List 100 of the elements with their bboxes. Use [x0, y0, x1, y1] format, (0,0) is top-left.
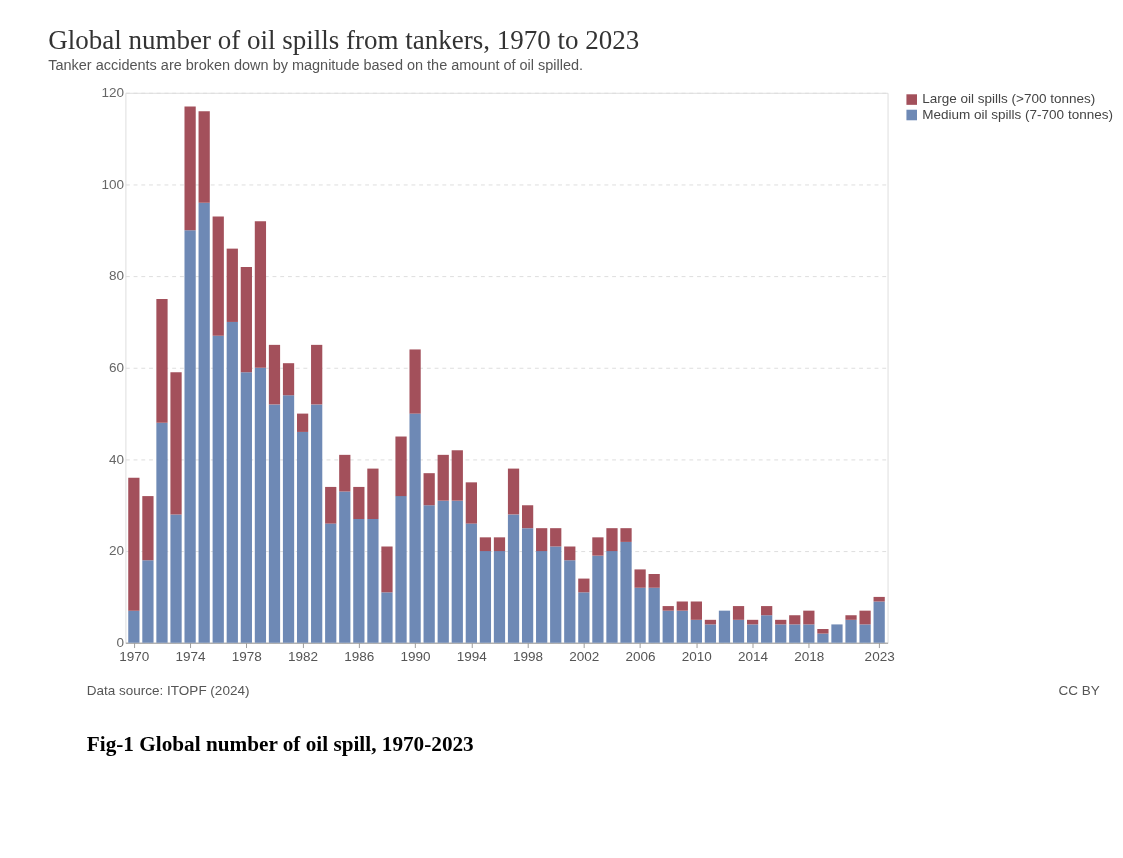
bar	[142, 560, 154, 643]
bar	[184, 230, 196, 643]
bar	[550, 528, 562, 547]
x-tick-label: 1998	[513, 648, 544, 664]
chart-title: Global number of oil spills from tankers, 1970 to 2023	[48, 25, 640, 56]
bar	[648, 574, 660, 588]
bar	[212, 216, 224, 336]
bar	[479, 537, 492, 552]
x-tick-label: 2002	[569, 648, 600, 664]
bar	[775, 624, 787, 643]
bar	[578, 592, 590, 643]
bar	[606, 528, 618, 552]
bar	[732, 619, 745, 643]
bar	[831, 624, 843, 643]
y-tick-label: 0	[116, 635, 124, 651]
bar	[311, 344, 323, 405]
bar	[761, 606, 773, 616]
x-tick-label: 1982	[288, 648, 319, 664]
bar	[564, 560, 576, 643]
bar	[254, 367, 267, 643]
bar	[873, 601, 885, 643]
bar	[803, 624, 815, 643]
bar	[423, 473, 435, 506]
bar	[409, 349, 421, 414]
bar	[198, 111, 210, 203]
bar	[381, 592, 393, 643]
x-tick-label: 1978	[231, 648, 262, 664]
x-tick-label: 2023	[864, 648, 895, 664]
bar	[845, 615, 857, 620]
x-tick-label: 2018	[794, 648, 825, 664]
bar	[564, 546, 576, 561]
bar	[128, 477, 140, 611]
bar	[859, 610, 871, 625]
bar	[367, 519, 379, 643]
bar	[170, 514, 182, 643]
x-tick-label: 2014	[738, 648, 769, 664]
bar	[198, 202, 210, 643]
bar	[634, 587, 646, 643]
bar	[536, 551, 548, 643]
bar	[325, 486, 337, 524]
bar	[423, 505, 435, 643]
bar	[409, 413, 421, 643]
x-tick-label: 2006	[625, 648, 656, 664]
bar	[296, 413, 309, 432]
bar	[465, 523, 477, 643]
bar	[240, 372, 252, 643]
bar	[240, 266, 252, 373]
bar	[718, 610, 731, 643]
bar	[226, 248, 238, 322]
bar	[282, 395, 295, 643]
bar	[648, 587, 660, 643]
y-tick-label: 20	[108, 543, 124, 559]
source-note: Data source: ITOPF (2024)	[86, 682, 250, 698]
bar	[268, 404, 281, 643]
x-tick-label: 1994	[456, 648, 488, 664]
bar	[817, 628, 829, 634]
bar	[704, 624, 717, 643]
bar	[296, 431, 309, 643]
y-tick-label: 100	[101, 176, 124, 192]
bar	[128, 610, 140, 643]
bar	[620, 541, 632, 643]
y-tick-label: 60	[108, 360, 124, 376]
bar	[690, 619, 702, 643]
bar	[521, 528, 534, 643]
bar	[662, 606, 674, 611]
legend-label: Large oil spills (>700 tonnes)	[922, 91, 1096, 107]
bar	[212, 335, 224, 643]
bar	[817, 633, 829, 643]
bar	[184, 106, 196, 231]
bar	[634, 569, 646, 588]
bar	[156, 299, 168, 423]
bar	[353, 519, 365, 643]
x-tick-label: 1970	[119, 648, 150, 664]
bar	[746, 624, 759, 643]
x-tick-label: 1990	[400, 648, 431, 664]
bar	[507, 514, 520, 643]
bar	[451, 450, 463, 501]
bar	[550, 546, 562, 643]
bar	[353, 486, 365, 519]
bar	[761, 615, 773, 643]
bar	[592, 555, 604, 643]
bar	[437, 454, 449, 501]
y-tick-label: 120	[101, 85, 124, 101]
bar	[620, 528, 632, 542]
bar	[451, 500, 463, 643]
bar	[845, 619, 857, 643]
bar	[859, 624, 871, 643]
bar	[367, 468, 379, 519]
bar	[493, 551, 506, 643]
bar	[789, 615, 801, 625]
bar	[606, 551, 618, 643]
bar	[311, 404, 323, 643]
bar	[254, 221, 267, 368]
bar	[732, 606, 745, 620]
bar	[381, 546, 393, 593]
text: Fig-1 Global number of oil spill, 1970-2023	[86, 731, 474, 756]
bar	[592, 537, 604, 556]
bar	[156, 422, 168, 643]
bar	[803, 610, 815, 625]
bar	[395, 496, 407, 643]
